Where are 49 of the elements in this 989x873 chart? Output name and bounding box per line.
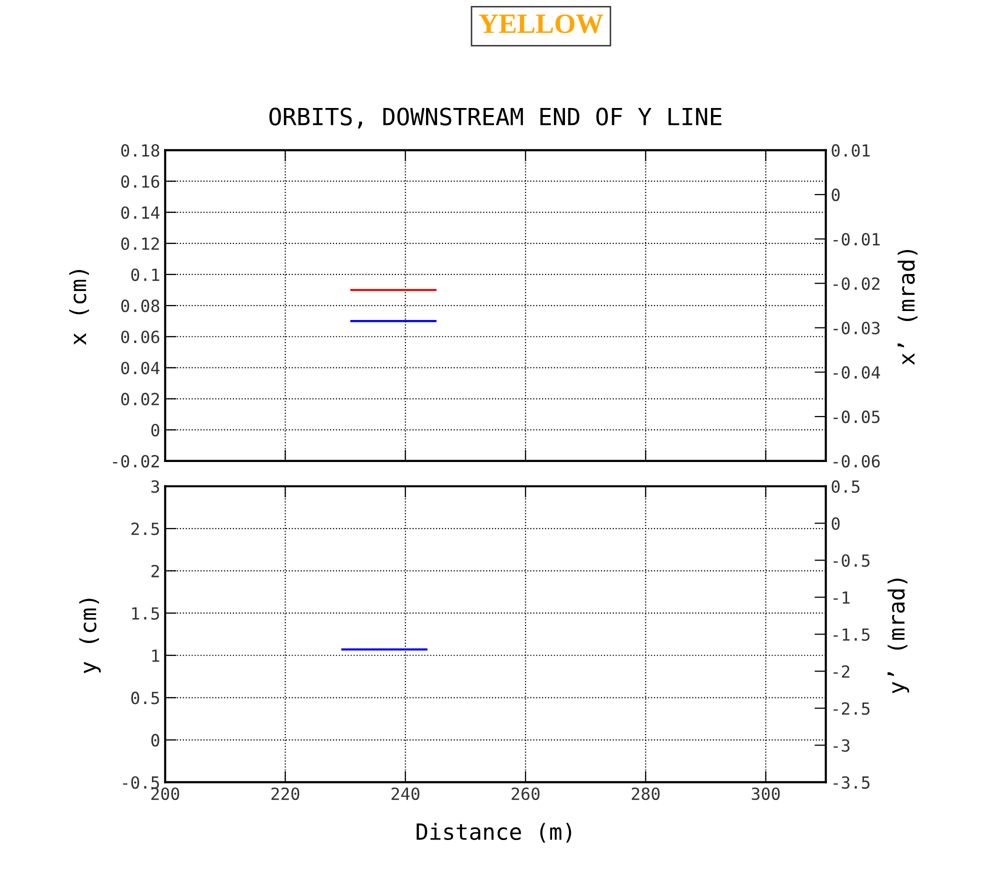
y2-tick-label: -0.01 bbox=[834, 232, 880, 246]
y2-tick-label: -2.5 bbox=[834, 702, 870, 715]
chart-title: ORBITS, DOWNSTREAM END OF Y LINE bbox=[269, 108, 722, 128]
y-tick-label: 0.16 bbox=[121, 175, 160, 188]
y-tick-label: 3 bbox=[151, 480, 160, 493]
y-axis-title: y (cm) bbox=[79, 598, 101, 674]
y2-tick-label: -0.5 bbox=[834, 554, 870, 567]
y2-tick-label: -0.04 bbox=[834, 366, 880, 379]
y2-tick-label: -1.5 bbox=[834, 628, 870, 641]
y-tick-label: 0 bbox=[151, 424, 160, 436]
y-tick-label: 0.02 bbox=[121, 392, 159, 406]
y-axis-title: x (cm) bbox=[69, 270, 89, 345]
y2-tick-label: -0.03 bbox=[834, 322, 880, 334]
y-tick-label: 0.1 bbox=[131, 268, 160, 282]
y2-tick-label: -0.06 bbox=[834, 454, 880, 468]
y2-tick-label: -3 bbox=[834, 739, 850, 752]
y-tick-label: 0.5 bbox=[131, 692, 159, 704]
y2-tick-label: 0.5 bbox=[832, 480, 860, 493]
y2-tick-label: 0.01 bbox=[832, 144, 870, 157]
y2-tick-label: -1 bbox=[834, 591, 850, 604]
x-tick-label: 200 bbox=[151, 787, 180, 800]
y-tick-label: 2 bbox=[152, 564, 159, 578]
y-tick-label: 0.06 bbox=[121, 330, 160, 344]
y-tick-label: 0.18 bbox=[121, 144, 160, 157]
y2-tick-label: -2 bbox=[834, 665, 850, 678]
y2-tick-label: -3.5 bbox=[834, 776, 870, 789]
y-tick-label: 2.5 bbox=[131, 522, 159, 536]
y-tick-label: 0 bbox=[151, 734, 160, 747]
y-tick-label: 1 bbox=[152, 650, 160, 662]
y2-tick-label: -0.05 bbox=[834, 410, 880, 424]
y-tick-label: -0.02 bbox=[113, 454, 159, 468]
x-tick-label: 220 bbox=[271, 787, 300, 800]
y-tick-label: 0.04 bbox=[121, 362, 160, 374]
x-axis-title: Distance (m) bbox=[416, 822, 572, 843]
y-tick-label: -0.5 bbox=[123, 776, 159, 789]
y-tick-label: 0.08 bbox=[121, 300, 160, 312]
x-tick-label: 240 bbox=[392, 787, 420, 800]
y2-tick-label: -0.02 bbox=[834, 277, 880, 290]
y2-tick-label: 0 bbox=[832, 188, 840, 202]
text: YELLOW bbox=[478, 14, 604, 34]
y-tick-label: 1.5 bbox=[132, 607, 159, 620]
y-tick-label: 0.12 bbox=[121, 237, 159, 250]
x-tick-label: 280 bbox=[632, 787, 660, 800]
y2-axis-title: y’ (mrad) bbox=[888, 578, 910, 694]
x-tick-label: 300 bbox=[752, 787, 780, 800]
y-tick-label: 0.14 bbox=[121, 206, 160, 219]
y2-tick-label: 0 bbox=[832, 517, 840, 530]
y2-axis-title: x’ (mrad) bbox=[898, 250, 918, 365]
x-tick-label: 260 bbox=[512, 787, 540, 800]
